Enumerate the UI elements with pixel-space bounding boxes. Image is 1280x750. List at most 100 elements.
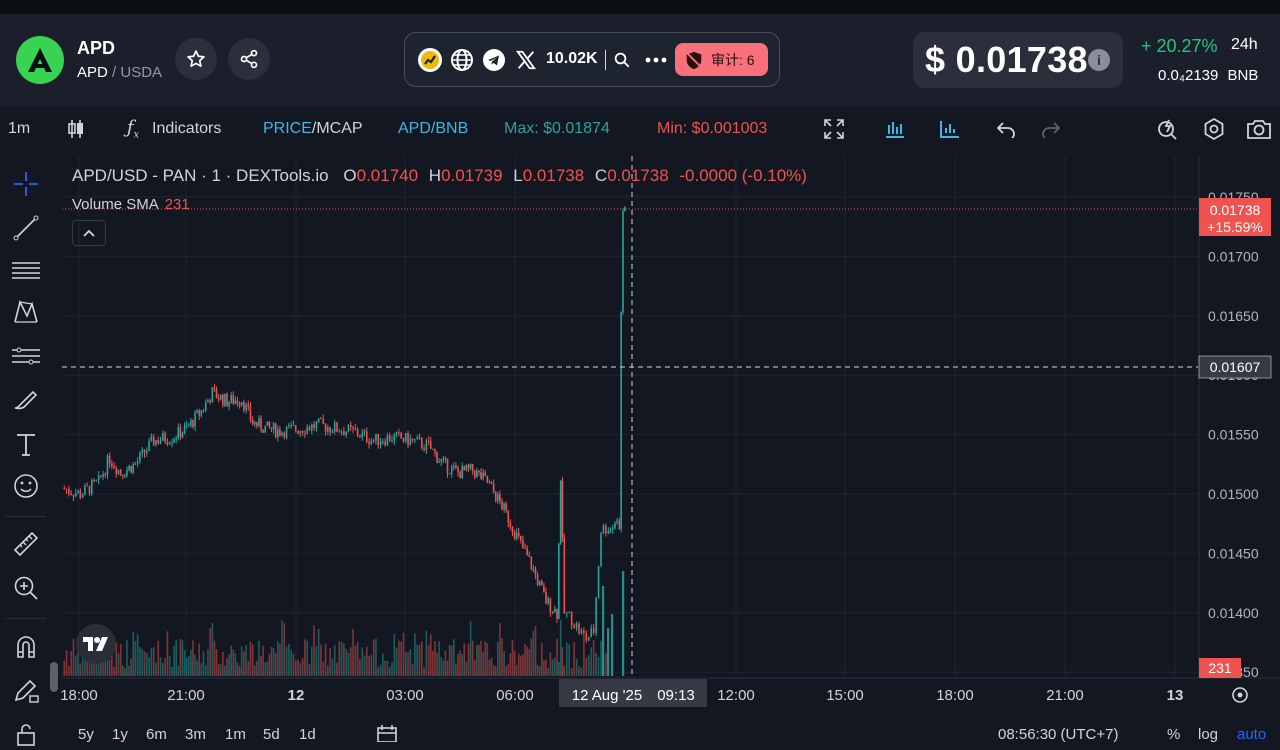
lock-drawing-tool[interactable] <box>10 674 42 706</box>
indicators-fx-icon[interactable]: ƒx <box>126 117 140 141</box>
time-settings-button[interactable] <box>1232 687 1248 703</box>
candle-body <box>448 473 451 475</box>
volume-bar <box>388 667 391 676</box>
range-button-5d[interactable]: 5d <box>263 726 280 743</box>
zoom-tool[interactable] <box>10 572 42 604</box>
high-label: H <box>428 166 442 185</box>
website-link[interactable] <box>449 47 475 73</box>
candle-body <box>545 592 547 604</box>
pattern-tool[interactable] <box>10 296 42 328</box>
crosshair-tool[interactable] <box>10 168 42 200</box>
volume-bar <box>418 644 421 676</box>
audit-badge[interactable]: 审计: 6 <box>675 43 768 76</box>
share-button[interactable] <box>228 38 270 80</box>
fullscreen-button[interactable] <box>821 116 847 142</box>
favorite-button[interactable] <box>175 38 217 80</box>
volume-bar <box>136 634 139 676</box>
bnb-value: 0.0₄2139 <box>1158 67 1219 84</box>
range-button-1d[interactable]: 1d <box>299 726 316 743</box>
volume-bar <box>266 661 269 676</box>
mcap-option: /MCAP <box>311 120 363 137</box>
volume-bar <box>79 663 82 676</box>
calendar-button[interactable] <box>376 724 398 746</box>
volume-bar <box>317 628 320 676</box>
volume-bar <box>478 644 480 676</box>
chart-type-button[interactable] <box>63 116 89 142</box>
volume-bar <box>215 649 218 676</box>
price-mcap-toggle[interactable]: PRICE/MCAP <box>263 120 363 138</box>
prediction-tool[interactable] <box>10 340 42 372</box>
x-link[interactable] <box>513 47 539 73</box>
volume-legend: Volume SMA 231 <box>72 196 190 213</box>
range-button-1m[interactable]: 1m <box>225 726 246 743</box>
dextools-link[interactable] <box>417 47 443 73</box>
log-toggle[interactable]: log <box>1198 726 1219 743</box>
magnet-tool[interactable] <box>10 630 42 662</box>
divider <box>605 50 606 70</box>
collapse-legend-button[interactable] <box>72 220 106 246</box>
volume-bar <box>440 656 443 676</box>
volume-bar <box>164 658 166 676</box>
candle-body <box>86 485 89 487</box>
candle-body <box>420 438 423 449</box>
emoji-tool[interactable] <box>10 470 42 502</box>
tool-divider <box>6 516 46 517</box>
range-button-6m[interactable]: 6m <box>146 726 167 743</box>
undo-button[interactable] <box>993 116 1019 142</box>
candle-body <box>173 438 175 443</box>
screenshot-button[interactable] <box>1246 116 1272 142</box>
volume-bar <box>213 640 216 676</box>
pair-bnb-toggle[interactable]: APD/BNB <box>398 120 469 137</box>
text-tool[interactable] <box>10 428 42 460</box>
pair-base: APD <box>77 64 108 81</box>
candle-body <box>238 403 241 405</box>
range-button-5y[interactable]: 5y <box>78 726 94 743</box>
candle-body <box>113 466 115 468</box>
volume-bar <box>568 644 571 676</box>
settings-button[interactable] <box>1201 116 1227 142</box>
volume-bar <box>285 646 288 676</box>
quick-search-button[interactable] <box>1155 116 1181 142</box>
volume-bar <box>143 651 146 676</box>
trades-toggle[interactable] <box>882 116 908 142</box>
volume-bar <box>473 660 476 676</box>
candle-body <box>541 581 543 586</box>
volume-bar <box>327 665 329 676</box>
volume-bar <box>420 641 423 676</box>
telegram-link[interactable] <box>481 47 507 73</box>
candle-body <box>561 480 564 538</box>
brush-tool[interactable] <box>10 384 42 416</box>
volume-bar <box>279 644 281 676</box>
search-button[interactable] <box>609 47 635 73</box>
volume-bar <box>444 650 447 676</box>
auto-toggle[interactable]: auto <box>1237 726 1267 743</box>
fib-tool[interactable] <box>10 254 42 286</box>
candle-body <box>534 568 537 575</box>
volume-bar <box>155 662 157 676</box>
candle-body <box>299 430 302 434</box>
info-icon[interactable]: i <box>1088 49 1110 71</box>
scroll-handle[interactable] <box>50 662 58 692</box>
candle-body <box>356 429 359 436</box>
volume-toggle[interactable] <box>937 116 963 142</box>
trendline-tool[interactable] <box>10 212 42 244</box>
interval-button[interactable]: 1m <box>8 120 31 137</box>
redo-button[interactable] <box>1038 116 1064 142</box>
volume-bar <box>166 631 169 676</box>
tradingview-logo[interactable] <box>76 624 116 664</box>
more-button[interactable] <box>643 47 669 73</box>
price-tick: 0.01450 <box>1208 545 1259 561</box>
candle-body <box>72 494 75 497</box>
range-button-1y[interactable]: 1y <box>112 726 128 743</box>
volume-bar <box>132 631 135 676</box>
camera-icon <box>1247 120 1271 139</box>
gear-icon <box>1232 687 1248 703</box>
price-chart[interactable]: 0.017500.017000.016500.016000.015500.015… <box>52 152 1280 738</box>
candle-body <box>148 441 150 451</box>
range-button-3m[interactable]: 3m <box>185 726 206 743</box>
percent-toggle[interactable]: % <box>1167 726 1181 743</box>
indicators-button[interactable]: Indicators <box>152 120 222 137</box>
ruler-tool[interactable] <box>10 528 42 560</box>
lock-tool[interactable] <box>10 718 42 750</box>
candle-body <box>499 494 501 502</box>
